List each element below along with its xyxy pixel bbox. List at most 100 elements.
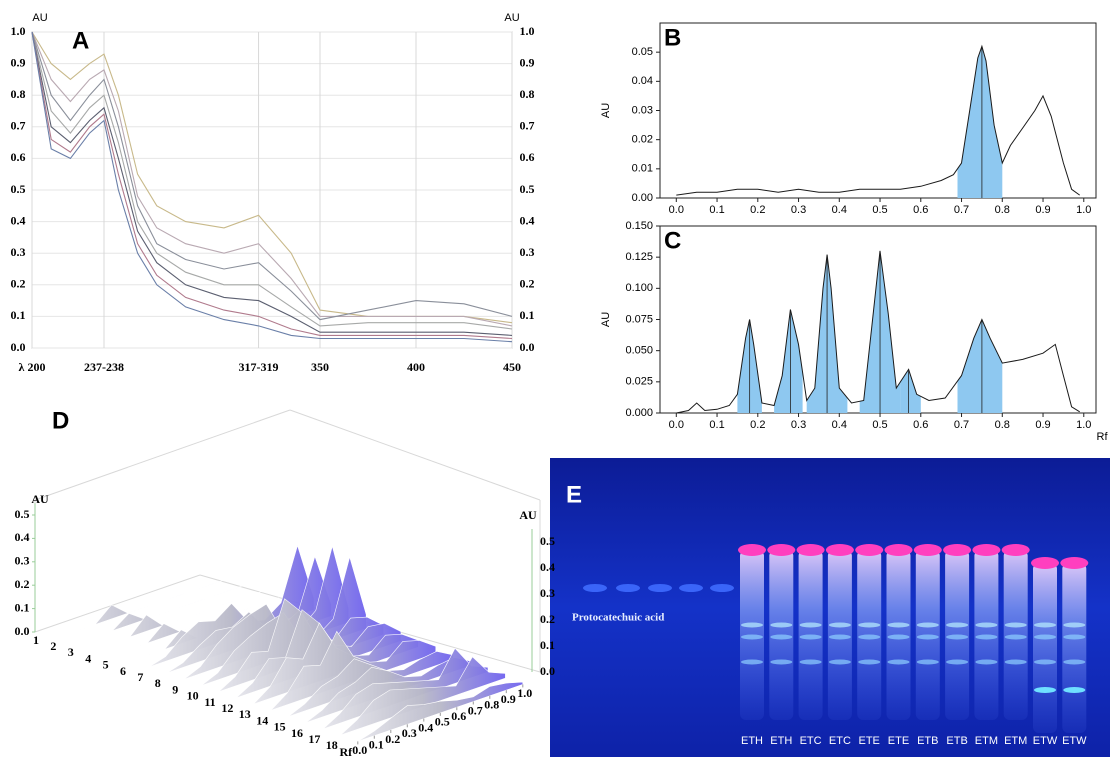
panel-label: C bbox=[664, 227, 681, 254]
y-axis-label: AU bbox=[32, 12, 47, 24]
track-label: 4 bbox=[85, 651, 91, 665]
x-tick-label: 0.3 bbox=[402, 726, 417, 740]
lane-label: ETH bbox=[770, 735, 792, 747]
y2-tick-label: 0.4 bbox=[520, 213, 535, 227]
x-tick-label: 1.0 bbox=[1076, 204, 1091, 216]
y-tick-label: 0.00 bbox=[632, 192, 653, 204]
spectrum-line bbox=[31, 31, 513, 336]
lane-band bbox=[770, 622, 793, 628]
x-tick-label: 450 bbox=[503, 360, 521, 374]
y-tick-label: 0.1 bbox=[15, 600, 30, 614]
lane-band bbox=[770, 659, 793, 665]
y2-tick-label: 0.3 bbox=[540, 586, 555, 600]
lane-band bbox=[887, 622, 910, 628]
peak-area bbox=[774, 309, 803, 413]
x-tick-label: 0.9 bbox=[501, 692, 516, 706]
y-tick-label: 0.7 bbox=[11, 119, 26, 133]
lane-band bbox=[1004, 634, 1027, 640]
x-tick-label: 0.8 bbox=[484, 698, 499, 712]
standard-spots bbox=[583, 584, 734, 592]
ridge bbox=[61, 578, 228, 637]
lane-band bbox=[741, 659, 763, 665]
panel-label: B bbox=[664, 24, 681, 51]
y2-tick-label: 0.0 bbox=[520, 340, 535, 354]
track-label: 14 bbox=[256, 713, 268, 727]
densitogram-line bbox=[676, 44, 1080, 196]
lane-band bbox=[799, 622, 822, 628]
x-tick-label: 1.0 bbox=[517, 686, 532, 700]
x-tick-label: 0.7 bbox=[954, 419, 969, 431]
y-tick-label: 0.01 bbox=[632, 163, 653, 175]
lane-band bbox=[916, 622, 939, 628]
x-tick-label: 0.8 bbox=[995, 419, 1010, 431]
peak-area bbox=[957, 319, 1003, 413]
spectrum-line bbox=[31, 31, 513, 321]
lane-band bbox=[1004, 659, 1027, 665]
y-tick-label: 0.5 bbox=[11, 182, 26, 196]
lane-label: ETE bbox=[858, 735, 879, 747]
y-tick-label: 0.075 bbox=[625, 313, 653, 325]
lane-band bbox=[946, 634, 969, 640]
lane-spot bbox=[884, 544, 913, 556]
track-label: 16 bbox=[291, 726, 303, 740]
lane-label: ETW bbox=[1062, 735, 1087, 747]
lane-band bbox=[1034, 659, 1056, 665]
lane-spot bbox=[943, 544, 972, 556]
track-label: 3 bbox=[68, 645, 74, 659]
lane-label: ETE bbox=[888, 735, 909, 747]
x-tick-label: 0.0 bbox=[669, 419, 684, 431]
ridge bbox=[96, 591, 262, 649]
lane-band bbox=[975, 659, 998, 665]
track-label: 7 bbox=[137, 670, 143, 684]
lane-band bbox=[916, 634, 939, 640]
x-tick-label: 0.7 bbox=[468, 703, 483, 717]
lane-spot bbox=[913, 544, 942, 556]
lane-band bbox=[1034, 634, 1056, 640]
ridge bbox=[357, 681, 524, 742]
spectrum-line bbox=[31, 31, 513, 330]
lane-band bbox=[975, 634, 998, 640]
y2-tick-label: 0.3 bbox=[520, 245, 535, 259]
lane-band bbox=[1063, 622, 1086, 628]
peak-area bbox=[900, 369, 921, 413]
x-tick-label: 0.0 bbox=[669, 204, 684, 216]
annotation: Protocatechuic acid bbox=[572, 612, 664, 624]
y-tick-label: 1.0 bbox=[11, 24, 26, 38]
lane-streak bbox=[1033, 563, 1057, 733]
x-tick-label: 0.8 bbox=[995, 204, 1010, 216]
lane-band bbox=[1063, 634, 1086, 640]
lane-label: ETM bbox=[975, 735, 998, 747]
plot-frame bbox=[659, 22, 1097, 199]
y-tick-label: 0.8 bbox=[11, 87, 26, 101]
y-axis-label: AU bbox=[600, 312, 612, 327]
lane-band bbox=[1063, 659, 1086, 665]
lane-band bbox=[887, 659, 910, 665]
x-tick-label: 0.5 bbox=[435, 715, 450, 729]
y-tick-label: 0.000 bbox=[625, 407, 653, 419]
lane-spot bbox=[1001, 544, 1030, 556]
panel-label: D bbox=[52, 407, 69, 434]
y-tick-label: 0.03 bbox=[632, 104, 653, 116]
y-tick-label: 0.0 bbox=[15, 624, 30, 638]
x-tick-label: 0.6 bbox=[913, 204, 928, 216]
y-tick-label: 0.4 bbox=[11, 213, 26, 227]
lane-label: ETB bbox=[917, 735, 938, 747]
x-tick-label: 237-238 bbox=[84, 360, 124, 374]
y-tick-label: 0.100 bbox=[625, 282, 653, 294]
track-label: 1 bbox=[33, 633, 39, 647]
panel-label: A bbox=[72, 27, 89, 54]
densitogram-line bbox=[676, 250, 1080, 414]
x-tick-label: 0.9 bbox=[1035, 419, 1050, 431]
x-tick-label: 0.7 bbox=[954, 204, 969, 216]
lane-band bbox=[799, 659, 822, 665]
x-tick-label: 0.1 bbox=[709, 204, 724, 216]
x-tick-label: 0.5 bbox=[872, 204, 887, 216]
y2-tick-label: 0.8 bbox=[520, 87, 535, 101]
x-tick-label: 0.4 bbox=[418, 720, 433, 734]
x-axis-label: Rf bbox=[339, 745, 353, 757]
track-label: 2 bbox=[50, 639, 56, 653]
y-tick-label: 0.150 bbox=[625, 220, 653, 232]
y-tick-label: 0.9 bbox=[11, 55, 26, 69]
lane-spot bbox=[796, 544, 825, 556]
lane-streak bbox=[1062, 563, 1087, 733]
